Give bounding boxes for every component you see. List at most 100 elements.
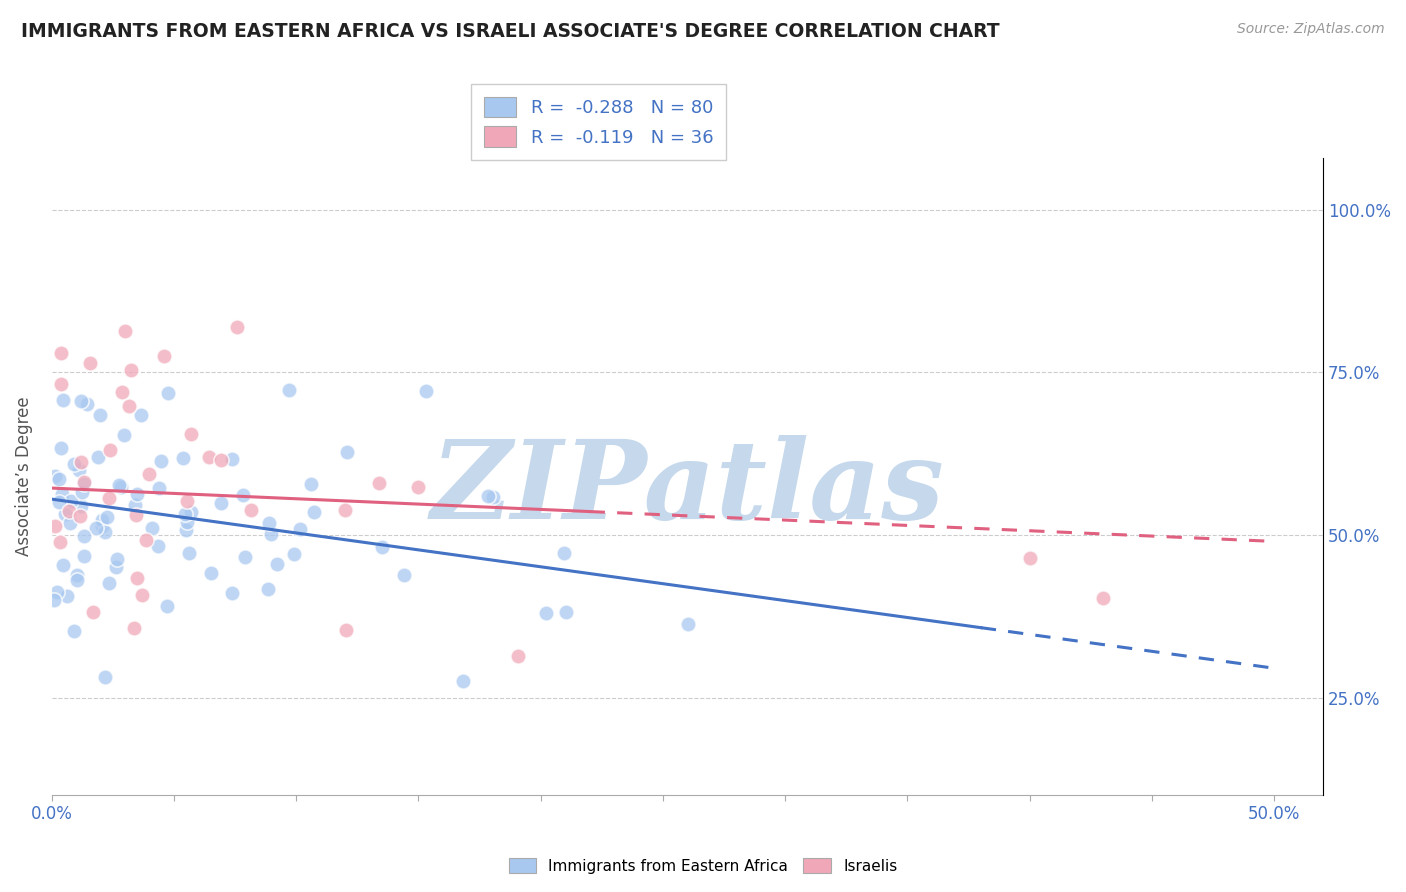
Point xyxy=(122,621,145,635)
Point xyxy=(49,376,72,391)
Point xyxy=(63,457,86,471)
Point xyxy=(52,558,75,573)
Point xyxy=(174,523,197,537)
Point xyxy=(131,588,153,602)
Point xyxy=(70,394,93,409)
Point xyxy=(221,451,243,466)
Point xyxy=(266,557,288,571)
Point xyxy=(209,452,232,467)
Point xyxy=(233,549,256,564)
Point xyxy=(534,606,557,620)
Point xyxy=(335,623,357,637)
Point xyxy=(135,533,157,547)
Point xyxy=(508,649,530,664)
Point xyxy=(156,385,179,400)
Point xyxy=(67,462,90,476)
Point xyxy=(84,520,107,534)
Point xyxy=(91,513,114,527)
Point xyxy=(371,540,394,554)
Point xyxy=(125,571,148,585)
Point xyxy=(333,503,356,517)
Point xyxy=(153,349,176,363)
Point xyxy=(76,397,98,411)
Point xyxy=(257,582,280,596)
Point xyxy=(91,518,114,533)
Point xyxy=(125,508,148,523)
Point xyxy=(174,507,197,521)
Point xyxy=(105,552,128,566)
Point xyxy=(1018,551,1040,566)
Point xyxy=(177,545,200,559)
Point xyxy=(94,670,117,684)
Point xyxy=(260,527,283,541)
Point xyxy=(69,508,91,523)
Point xyxy=(149,454,172,468)
Point xyxy=(554,605,576,619)
Point xyxy=(176,516,198,530)
Point xyxy=(45,585,67,599)
Point xyxy=(141,521,163,535)
Point xyxy=(48,495,70,509)
Point xyxy=(73,475,96,490)
Point xyxy=(49,535,72,549)
Point xyxy=(120,363,142,377)
Point xyxy=(299,476,322,491)
Text: Source: ZipAtlas.com: Source: ZipAtlas.com xyxy=(1237,22,1385,37)
Point xyxy=(73,549,96,564)
Y-axis label: Associate’s Degree: Associate’s Degree xyxy=(15,397,32,557)
Point xyxy=(129,409,152,423)
Point xyxy=(49,441,72,455)
Point xyxy=(107,478,129,492)
Point xyxy=(59,516,82,530)
Point xyxy=(239,502,262,516)
Point xyxy=(44,469,66,483)
Point xyxy=(477,490,499,504)
Point xyxy=(225,319,247,334)
Point xyxy=(221,586,243,600)
Point xyxy=(257,516,280,530)
Point xyxy=(51,346,73,360)
Point xyxy=(96,510,118,524)
Point xyxy=(553,546,575,560)
Point xyxy=(53,507,76,521)
Point xyxy=(110,480,132,494)
Point xyxy=(44,593,66,607)
Point xyxy=(451,673,474,688)
Point xyxy=(336,444,359,458)
Point xyxy=(176,493,198,508)
Point xyxy=(209,496,232,510)
Point xyxy=(66,567,89,582)
Point xyxy=(180,505,202,519)
Point xyxy=(138,467,160,482)
Point xyxy=(232,488,254,502)
Point xyxy=(62,624,84,639)
Point xyxy=(105,560,128,574)
Point xyxy=(73,529,96,543)
Point xyxy=(82,605,104,619)
Point xyxy=(198,450,221,464)
Point xyxy=(58,504,80,518)
Point xyxy=(51,487,73,501)
Point xyxy=(100,442,122,457)
Point xyxy=(73,477,96,491)
Point xyxy=(79,356,101,370)
Point xyxy=(283,547,305,561)
Point xyxy=(146,540,169,554)
Point xyxy=(1092,591,1115,605)
Point xyxy=(70,455,93,469)
Point xyxy=(180,427,202,442)
Point xyxy=(278,383,301,397)
Point xyxy=(172,450,194,465)
Point xyxy=(415,384,437,398)
Point xyxy=(59,494,82,508)
Point xyxy=(676,616,699,631)
Point xyxy=(368,476,391,491)
Point xyxy=(288,522,311,536)
Point xyxy=(118,399,141,413)
Point xyxy=(48,472,70,486)
Point xyxy=(302,505,325,519)
Point xyxy=(89,408,111,422)
Point xyxy=(87,450,110,464)
Point xyxy=(98,576,121,591)
Point xyxy=(114,324,136,338)
